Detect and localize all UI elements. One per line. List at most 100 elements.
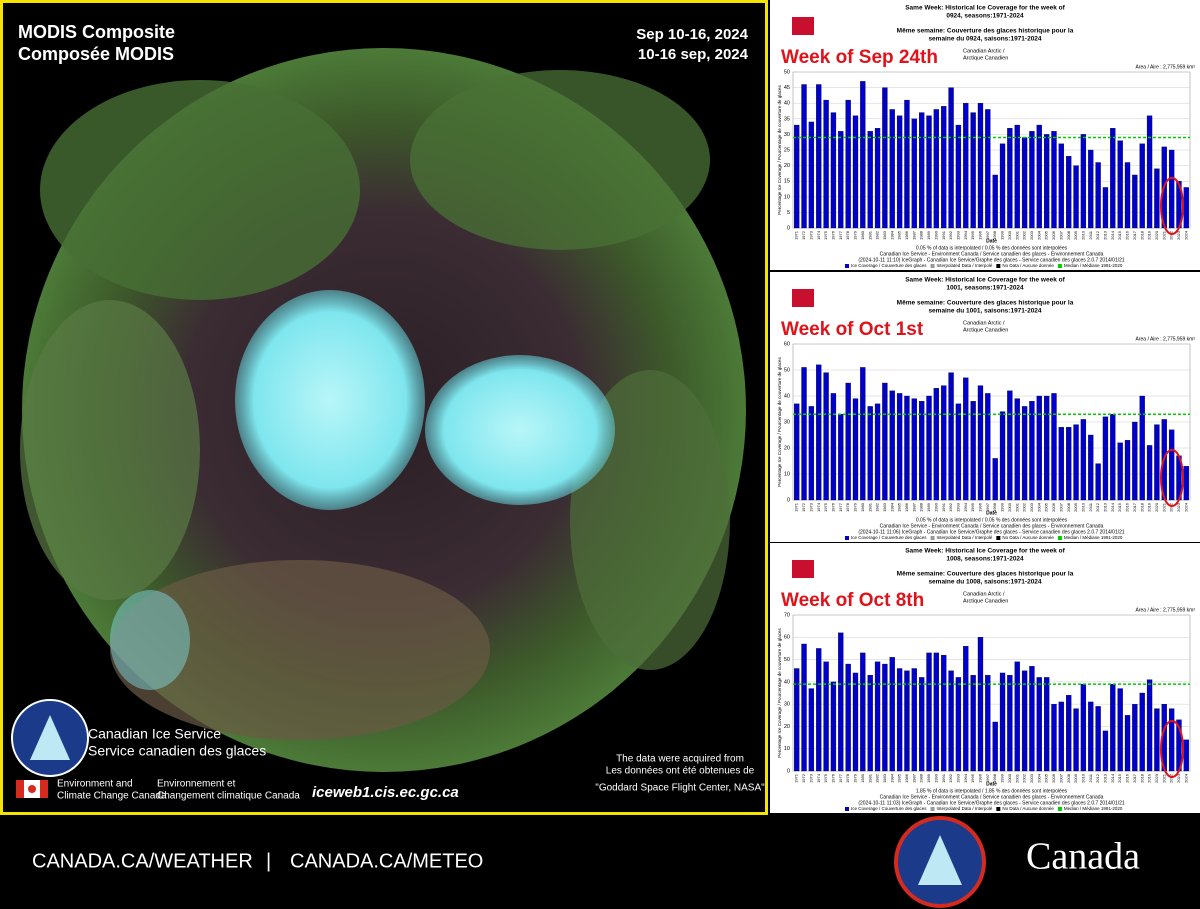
bar	[1102, 416, 1109, 501]
x-tick-label: 2010	[1080, 773, 1085, 783]
bar	[1110, 414, 1116, 501]
map-panel: MODIS Composite Composée MODIS Sep 10-16…	[0, 0, 768, 815]
bar	[1036, 124, 1042, 229]
x-tick-label: 2009	[1073, 230, 1078, 240]
y-tick-label: 30	[784, 132, 790, 138]
bar	[933, 388, 940, 501]
x-tick-label: 1989	[926, 773, 931, 783]
x-tick-label: 2024	[1183, 502, 1188, 512]
legend-label: Ice Coverage / Couverture des glaces	[851, 806, 927, 811]
bar	[1183, 466, 1189, 501]
legend-swatch	[930, 536, 935, 540]
x-tick-label: 2003	[1029, 230, 1034, 240]
bar	[1139, 692, 1145, 772]
bar	[1066, 156, 1072, 229]
x-tick-label: 2012	[1095, 502, 1100, 512]
x-tick-label: 1992	[948, 230, 953, 240]
x-tick-label: 2002	[1022, 230, 1027, 240]
note: Canadian Ice Service - Environment Canad…	[880, 794, 1104, 800]
url: iceweb1.cis.ec.gc.ca	[312, 784, 459, 801]
x-tick-label: 1990	[933, 502, 938, 512]
land	[410, 70, 710, 250]
bar	[874, 128, 881, 229]
x-tick-label: 1976	[830, 230, 835, 240]
bar	[1080, 134, 1087, 229]
eccc: Environnement et	[157, 779, 236, 790]
x-tick-label: 2011	[1088, 773, 1093, 782]
x-tick-label: 2016	[1125, 773, 1130, 783]
x-tick-label: 2007	[1058, 230, 1063, 240]
x-tick-label: 1974	[816, 502, 821, 512]
x-tick-label: 1985	[897, 502, 902, 512]
x-tick-label: 2021	[1161, 502, 1166, 512]
bar	[882, 87, 888, 229]
x-tick-label: 1991	[941, 230, 946, 240]
y-tick-label: 60	[784, 341, 790, 347]
bar	[1132, 703, 1138, 772]
x-tick-label: 2023	[1176, 230, 1181, 240]
bar	[1146, 445, 1153, 501]
bar	[933, 109, 940, 229]
chart-logo	[792, 17, 814, 35]
x-tick-label: 2001	[1014, 502, 1019, 512]
x-tick-label: 1982	[875, 773, 880, 783]
map-date: 10-16 sep, 2024	[638, 46, 749, 63]
eccc: Environment and	[57, 779, 133, 790]
bar	[1051, 131, 1057, 229]
bar	[1080, 419, 1087, 501]
x-tick-label: 1992	[948, 773, 953, 783]
x-tick-label: 2000	[1007, 230, 1012, 240]
x-tick-label: 1981	[867, 773, 872, 783]
bar	[1073, 424, 1079, 501]
bar	[977, 103, 984, 229]
x-tick-label: 1989	[926, 230, 931, 240]
bar	[977, 385, 984, 501]
bar	[1154, 424, 1160, 501]
x-tick-label: 1994	[963, 502, 968, 512]
bar	[1168, 149, 1175, 229]
bar	[889, 657, 895, 772]
bar	[970, 675, 976, 772]
bar	[955, 124, 962, 229]
x-tick-label: 2009	[1073, 502, 1078, 512]
x-tick-label: 1983	[882, 230, 887, 240]
x-tick-label: 1982	[875, 502, 880, 512]
bar	[1146, 679, 1153, 772]
bar	[1154, 168, 1160, 229]
y-tick-label: 40	[784, 679, 790, 685]
bar	[1029, 131, 1035, 229]
x-tick-label: 2011	[1088, 230, 1093, 239]
week-label: Week of Oct 8th	[781, 590, 924, 611]
bar	[1066, 695, 1072, 772]
x-tick-label: 1972	[801, 230, 806, 240]
x-tick-label: 1994	[963, 230, 968, 240]
x-tick-label: 2004	[1036, 502, 1041, 512]
bar	[794, 403, 800, 501]
bar	[1036, 677, 1042, 772]
legend-label: Median / Médiane 1991-2020	[1064, 263, 1123, 268]
bar	[1168, 708, 1175, 772]
y-tick-label: 10	[784, 194, 790, 200]
bar	[1183, 187, 1189, 229]
x-tick-label: 2010	[1080, 502, 1085, 512]
bar	[1021, 670, 1028, 772]
x-tick-label: 1976	[830, 773, 835, 783]
bar	[845, 99, 851, 229]
bar	[948, 87, 954, 229]
x-tick-label: 1987	[911, 230, 916, 240]
legend-swatch	[845, 536, 849, 540]
legend-swatch	[1057, 807, 1062, 811]
eccc: Changement climatique Canada	[157, 791, 300, 802]
y-tick-label: 0	[787, 225, 790, 231]
x-tick-label: 1975	[823, 230, 828, 240]
y-tick-label: 15	[784, 179, 790, 185]
x-tick-label: 2020	[1154, 773, 1159, 783]
x-tick-label: 2020	[1154, 230, 1159, 240]
x-tick-label: 2023	[1176, 773, 1181, 783]
snow	[110, 590, 190, 690]
x-tick-label: 2000	[1007, 773, 1012, 783]
x-tick-label: 1974	[816, 230, 821, 240]
x-tick-label: 2014	[1110, 773, 1115, 783]
x-axis-label: Date	[986, 510, 997, 516]
bar	[1132, 174, 1138, 229]
